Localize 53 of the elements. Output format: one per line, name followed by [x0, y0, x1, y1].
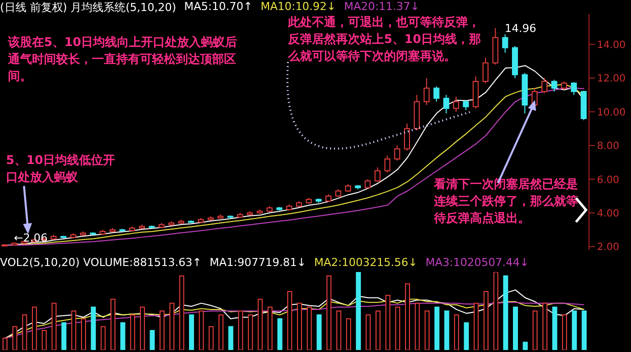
bar — [572, 310, 577, 350]
y-tick-label: 8.00 — [597, 141, 620, 152]
chart-title: (日线 前复权) 月均线系统(5,10,20) — [0, 0, 176, 15]
bar — [228, 326, 234, 350]
candlestick — [424, 78, 430, 106]
bar — [582, 310, 587, 350]
candlestick — [433, 86, 440, 102]
candlestick — [551, 79, 558, 92]
text: MA1:907719.81↓ — [210, 256, 306, 269]
text: MA2:1003215.56↓ — [314, 256, 418, 269]
y-tick-label: 14.00 — [597, 40, 626, 51]
bar — [316, 314, 322, 350]
candlestick — [482, 57, 489, 84]
candlestick — [541, 78, 548, 94]
candlestick — [462, 99, 469, 111]
bar — [120, 322, 126, 350]
candlestick — [404, 123, 410, 152]
annotation: 14.96 — [504, 22, 536, 36]
annotation: 该股在5、10日均线向上开口处放入蚂蚁后通气时间较长，一直持有可轻松到达顶部区间。 — [8, 34, 238, 85]
candlestick — [394, 144, 400, 162]
bar — [150, 330, 155, 350]
candlestick — [443, 94, 450, 114]
bar — [356, 272, 361, 350]
bar — [90, 306, 96, 350]
bar — [189, 314, 194, 350]
annotation: ←2.06 — [14, 232, 48, 245]
bar — [503, 275, 508, 350]
annotation: 5、10日均线低位开口处放入蚂蚁 — [6, 152, 116, 186]
text: MA3:1020507.44↓ — [426, 256, 529, 269]
y-tick-label: 10.00 — [597, 107, 626, 118]
y-tick-label: 4.00 — [597, 208, 620, 220]
candlestick — [502, 34, 508, 54]
bar — [434, 306, 440, 350]
candlestick — [374, 166, 381, 182]
text: MA5:10.70↑ — [184, 0, 253, 15]
bar — [277, 318, 282, 350]
bar — [464, 322, 469, 350]
bar — [444, 310, 450, 350]
candlestick — [570, 82, 577, 96]
bar — [512, 306, 518, 350]
bar — [61, 322, 66, 350]
candlestick — [384, 155, 390, 173]
text: MA20:11.37↓ — [344, 0, 420, 15]
chart-title: VOL2(5,10,20) VOLUME:881513.63↑ — [0, 256, 202, 269]
bar — [552, 306, 558, 350]
y-tick-label: 2.00 — [597, 242, 620, 254]
candlestick — [453, 96, 460, 112]
y-tick-label: 6.00 — [597, 174, 620, 186]
annotation: 此处不通，可退出，也可等待反弹，反弹居然再次站上5、10日均线，那么就可以等待下次的闭塞再说。 — [288, 14, 482, 65]
text: MA10:10.92↓ — [260, 0, 336, 15]
candlestick — [364, 178, 371, 189]
y-tick-label: 12.00 — [597, 74, 626, 85]
bar — [522, 342, 528, 350]
